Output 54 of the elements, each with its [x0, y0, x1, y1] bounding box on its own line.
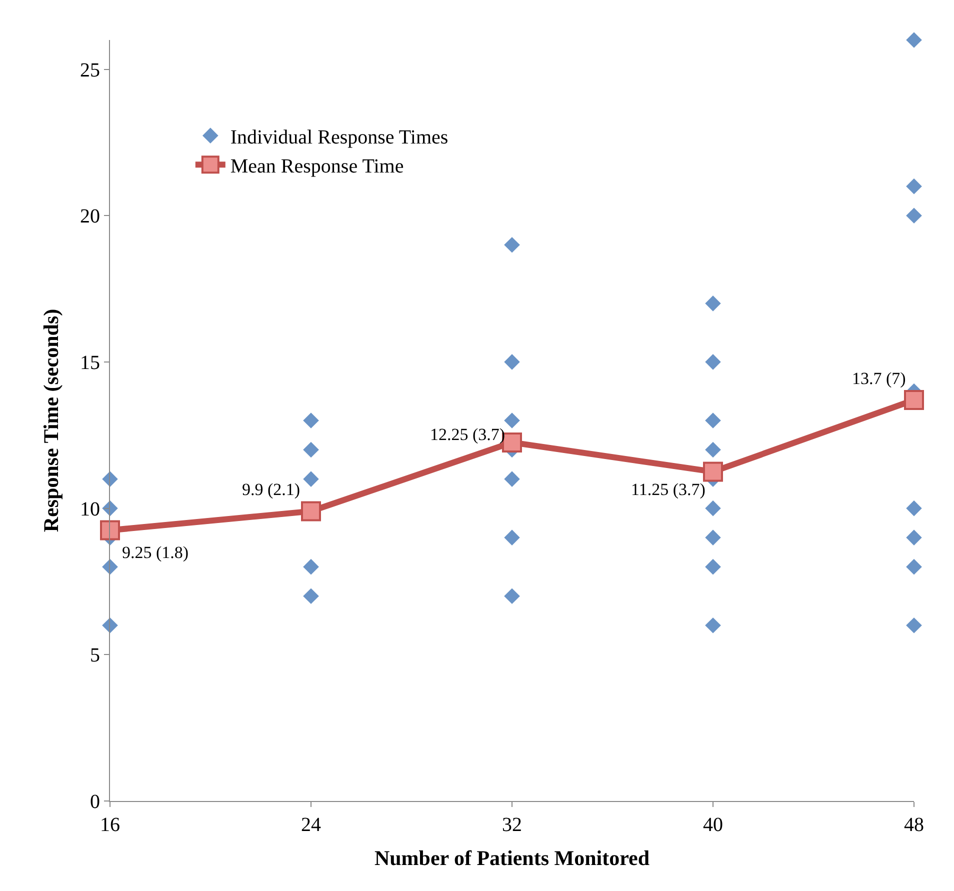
point: [101, 470, 119, 488]
annotation: 9.25 (1.8): [122, 543, 189, 562]
point: [704, 616, 722, 634]
y-tick-label: 15: [80, 352, 100, 374]
point: [302, 558, 320, 576]
annotation: 13.7 (7): [852, 369, 906, 388]
point: [905, 616, 923, 634]
point: [503, 587, 521, 605]
y-tick-label: 20: [80, 206, 100, 228]
x-tick-label: 40: [703, 814, 723, 836]
point: [503, 528, 521, 546]
point: [503, 470, 521, 488]
point: [503, 236, 521, 254]
point: [704, 528, 722, 546]
point: [905, 499, 923, 518]
legend-label: Individual Response Times: [230, 126, 448, 148]
x-tick-label: 16: [100, 814, 120, 836]
point: [905, 178, 923, 196]
point: [100, 520, 120, 540]
y-tick-label: 0: [90, 791, 100, 813]
point: [302, 587, 320, 605]
point: [302, 412, 320, 430]
x-tick-label: 32: [502, 814, 522, 836]
point: [704, 353, 722, 371]
point: [704, 440, 722, 459]
point: [904, 390, 924, 410]
point: [101, 558, 119, 576]
point: [302, 440, 320, 459]
point: [905, 528, 923, 546]
annotation: 12.25 (3.7): [430, 425, 506, 444]
point: [704, 294, 722, 312]
point: [503, 353, 521, 371]
point: [301, 501, 321, 522]
y-tick-label: 10: [80, 498, 100, 520]
y-tick-label: 25: [80, 59, 100, 82]
point: [101, 616, 119, 634]
y-tick-label: 5: [90, 644, 100, 667]
x-tick-label: 24: [301, 814, 321, 836]
point: [704, 412, 722, 430]
point: [905, 31, 923, 49]
point: [704, 499, 722, 518]
y-axis-title: Response Time (seconds): [39, 308, 64, 532]
x-tick-label: 48: [904, 814, 924, 836]
point: [503, 412, 521, 430]
point: [905, 206, 923, 224]
point: [302, 470, 320, 488]
point: [101, 499, 119, 518]
point: [704, 558, 722, 576]
x-axis-title: Number of Patients Monitored: [374, 846, 650, 870]
point: [703, 462, 723, 482]
point: [905, 558, 923, 576]
annotation: 9.9 (2.1): [242, 480, 300, 499]
annotation: 11.25 (3.7): [631, 480, 706, 499]
legend-label: Mean Response Time: [230, 155, 404, 178]
